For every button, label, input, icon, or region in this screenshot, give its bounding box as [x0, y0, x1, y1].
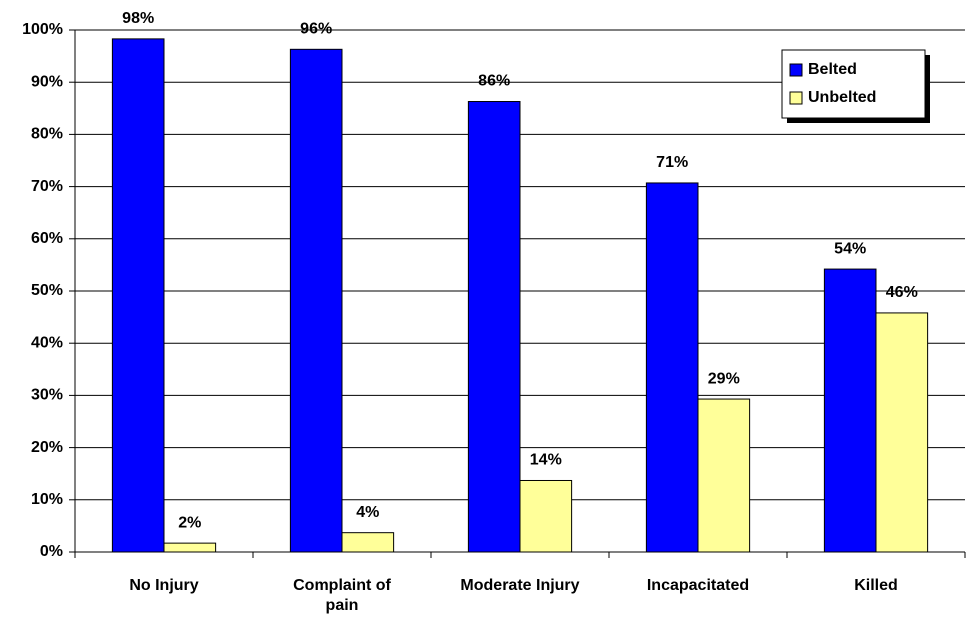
legend-swatch: [789, 91, 803, 105]
y-tick-label: 20%: [31, 439, 63, 456]
bar: [519, 479, 573, 553]
y-tick-label: 50%: [31, 282, 63, 299]
value-label: 14%: [530, 452, 562, 469]
bar: [163, 542, 217, 553]
value-label: 86%: [478, 73, 510, 90]
value-label: 46%: [886, 284, 918, 301]
bar: [289, 48, 343, 553]
legend-swatch: [789, 63, 803, 77]
y-tick-label: 90%: [31, 73, 63, 90]
x-tick-label: Moderate Injury: [460, 577, 580, 594]
x-tick-label: No Injury: [129, 577, 199, 594]
value-label: 4%: [356, 504, 379, 521]
value-label: 98%: [122, 10, 154, 27]
bar: [645, 182, 699, 553]
y-tick-label: 60%: [31, 230, 63, 247]
y-tick-label: 0%: [40, 543, 63, 560]
x-tick-label: Complaint of pain: [293, 577, 391, 614]
y-tick-label: 100%: [22, 21, 63, 38]
bar: [467, 101, 521, 553]
legend: [781, 49, 926, 119]
legend-label: Belted: [808, 61, 857, 78]
value-label: 54%: [834, 240, 866, 257]
value-label: 29%: [708, 370, 740, 387]
bar: [111, 38, 165, 553]
x-tick-label: Killed: [854, 577, 898, 594]
x-tick-label: Incapacitated: [646, 577, 750, 594]
value-label: 71%: [656, 154, 688, 171]
bar: [823, 268, 877, 553]
y-tick-label: 30%: [31, 387, 63, 404]
bar: [875, 312, 929, 553]
value-label: 2%: [178, 514, 201, 531]
legend-label: Unbelted: [808, 89, 876, 106]
y-tick-label: 10%: [31, 491, 63, 508]
y-tick-label: 40%: [31, 334, 63, 351]
y-tick-label: 80%: [31, 126, 63, 143]
bar: [697, 398, 751, 553]
bar: [341, 532, 395, 553]
value-label: 96%: [300, 21, 332, 38]
y-tick-label: 70%: [31, 178, 63, 195]
